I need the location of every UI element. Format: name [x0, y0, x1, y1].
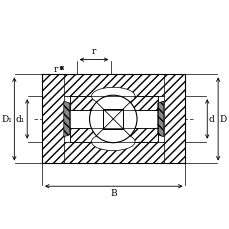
- Text: D: D: [218, 115, 225, 124]
- Bar: [103, 109, 123, 129]
- Polygon shape: [63, 97, 163, 142]
- Ellipse shape: [95, 103, 131, 118]
- Polygon shape: [69, 128, 157, 142]
- Polygon shape: [69, 97, 157, 111]
- Ellipse shape: [95, 120, 131, 136]
- Text: B: B: [110, 188, 117, 197]
- Text: d: d: [207, 115, 213, 124]
- Circle shape: [89, 96, 136, 143]
- Text: d₁: d₁: [16, 115, 25, 124]
- Text: r: r: [165, 106, 170, 115]
- Ellipse shape: [91, 133, 134, 151]
- Ellipse shape: [91, 88, 134, 106]
- Text: r: r: [91, 46, 96, 55]
- Polygon shape: [163, 75, 185, 164]
- Polygon shape: [42, 142, 185, 164]
- Text: D₁: D₁: [2, 115, 12, 124]
- Polygon shape: [42, 75, 63, 164]
- Polygon shape: [42, 75, 185, 97]
- Polygon shape: [157, 102, 163, 137]
- Polygon shape: [63, 102, 69, 137]
- Text: r: r: [53, 64, 58, 73]
- Text: r: r: [173, 93, 177, 102]
